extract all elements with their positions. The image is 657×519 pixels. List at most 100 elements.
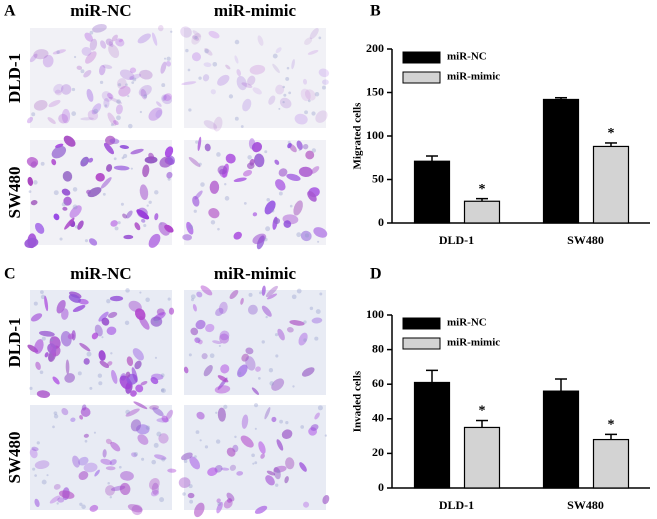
x-tick-label: DLD-1 xyxy=(439,233,474,247)
cell xyxy=(113,120,119,126)
cell xyxy=(181,452,193,461)
cell xyxy=(118,38,124,43)
pore xyxy=(311,148,317,153)
cell xyxy=(30,200,38,206)
cell xyxy=(92,23,107,33)
cell xyxy=(98,350,106,361)
cell xyxy=(198,339,203,345)
cell xyxy=(285,457,295,470)
cell xyxy=(245,347,254,355)
cell xyxy=(35,361,41,370)
pore xyxy=(106,299,111,304)
cell xyxy=(293,200,303,216)
cell xyxy=(111,369,118,384)
cell xyxy=(315,110,328,123)
cell xyxy=(119,145,130,150)
pore xyxy=(317,240,320,243)
cell xyxy=(148,478,160,490)
pore xyxy=(167,297,171,301)
pore xyxy=(167,177,171,181)
cell xyxy=(87,109,99,121)
pore xyxy=(215,439,221,444)
micrograph xyxy=(27,288,175,398)
pore xyxy=(200,182,205,187)
cell xyxy=(79,342,91,352)
cell xyxy=(154,454,167,460)
y-tick-label: 0 xyxy=(378,480,384,494)
cell xyxy=(110,441,121,452)
pore xyxy=(234,39,240,45)
cell xyxy=(307,191,317,202)
pore xyxy=(148,200,152,204)
legend-label: miR-mimic xyxy=(447,71,500,83)
cell xyxy=(108,44,120,59)
pore xyxy=(98,381,103,386)
micrograph xyxy=(26,23,173,129)
pore xyxy=(118,465,122,469)
cell xyxy=(134,308,146,321)
pore xyxy=(120,202,124,206)
cell xyxy=(213,116,223,132)
cell xyxy=(192,35,200,41)
bar xyxy=(542,98,580,224)
cell xyxy=(151,482,159,495)
x-tick-label: DLD-1 xyxy=(439,498,474,512)
cell xyxy=(83,358,90,365)
cell xyxy=(151,373,164,380)
cell xyxy=(137,434,149,445)
cell xyxy=(208,208,220,219)
cell xyxy=(133,401,148,410)
micrograph-bg xyxy=(184,290,326,395)
cell xyxy=(80,156,90,167)
cell xyxy=(139,69,153,80)
bar xyxy=(542,390,580,489)
cell xyxy=(48,99,61,108)
y-tick-label: 50 xyxy=(372,171,384,185)
cell xyxy=(281,429,293,439)
pore xyxy=(265,226,271,232)
legend-label: miR-NC xyxy=(447,317,487,329)
cell xyxy=(140,381,148,386)
cell xyxy=(163,93,172,102)
pore xyxy=(195,140,199,144)
pore xyxy=(160,373,165,378)
pore xyxy=(107,481,110,485)
pore xyxy=(160,388,165,392)
cell xyxy=(76,65,83,70)
panel-label: C xyxy=(4,266,16,283)
cell xyxy=(273,466,281,480)
pore xyxy=(41,336,46,341)
pore xyxy=(74,225,79,229)
legend-swatch xyxy=(402,71,441,84)
cell xyxy=(130,148,144,155)
cell xyxy=(105,466,116,471)
micrograph-bg xyxy=(30,28,172,128)
cell xyxy=(39,330,55,337)
cell xyxy=(105,438,112,445)
panel-label: A xyxy=(4,3,16,20)
pore xyxy=(161,83,166,88)
pore xyxy=(160,388,166,394)
cell xyxy=(302,143,309,150)
micrograph-bg xyxy=(184,405,326,510)
cell xyxy=(51,145,67,159)
cell xyxy=(254,153,265,168)
cell xyxy=(275,47,282,54)
cell xyxy=(126,210,133,219)
cell xyxy=(89,38,98,51)
pore xyxy=(29,386,33,390)
cell xyxy=(266,293,278,300)
cell xyxy=(115,38,125,47)
column-label: miR-NC xyxy=(70,264,131,283)
cell xyxy=(217,74,230,86)
pore xyxy=(41,479,47,485)
pore xyxy=(40,290,44,295)
cell xyxy=(249,64,266,75)
pore xyxy=(33,180,38,185)
cell xyxy=(248,138,256,150)
cell xyxy=(223,499,233,509)
cell xyxy=(137,33,151,44)
pore xyxy=(204,445,209,449)
pore xyxy=(216,152,221,157)
pore xyxy=(269,381,274,386)
